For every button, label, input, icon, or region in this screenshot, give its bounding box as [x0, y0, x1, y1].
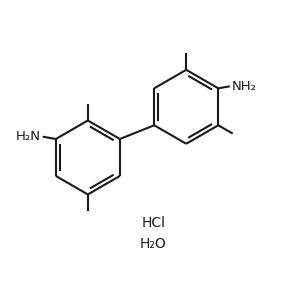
Text: HCl: HCl — [141, 216, 165, 230]
Text: H₂O: H₂O — [140, 237, 167, 251]
Text: NH₂: NH₂ — [232, 80, 257, 93]
Text: H₂N: H₂N — [15, 130, 40, 143]
